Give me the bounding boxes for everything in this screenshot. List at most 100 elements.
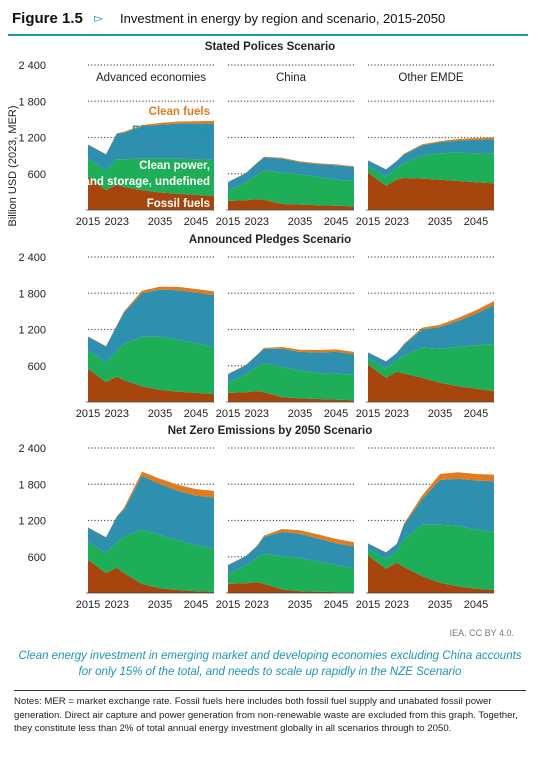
x-tick-label: 2015 <box>216 408 240 420</box>
x-tick-label: 2045 <box>184 408 208 420</box>
area-clean-fuels <box>368 472 494 553</box>
x-tick-label: 2035 <box>288 216 312 228</box>
y-tick-label: 1 800 <box>18 96 46 108</box>
x-tick-label: 2035 <box>428 599 452 611</box>
x-tick-label: 2023 <box>245 408 269 420</box>
area-fossil-fuels <box>228 391 354 402</box>
x-tick-label: 2035 <box>148 599 172 611</box>
chart: Billion USD (2023, MER) Stated Polices Sc… <box>7 41 514 638</box>
x-tick-label: 2023 <box>385 216 409 228</box>
area-fossil-fuels <box>228 582 354 593</box>
x-tick-label: 2015 <box>76 599 100 611</box>
area-efficiency <box>228 157 354 191</box>
figure-caption: Clean energy investment in emerging mark… <box>18 650 522 678</box>
figure-header: Figure 1.5 ▻ Investment in energy by reg… <box>8 10 528 36</box>
x-tick-label: 2035 <box>288 408 312 420</box>
area-clean-fuels <box>228 529 354 566</box>
area-fossil-fuels <box>368 172 494 210</box>
area-clean-fuels <box>88 471 214 538</box>
area-efficiency <box>368 139 494 177</box>
y-tick-label: 2 400 <box>18 60 46 72</box>
y-tick-label: 2 400 <box>18 443 46 455</box>
region-label: Advanced economies <box>96 72 206 84</box>
area-efficiency <box>88 475 214 554</box>
figure-title: Investment in energy by region and scena… <box>120 11 446 26</box>
legend-efficiency-line1: Efficiency and <box>132 125 210 137</box>
region-label: Other EMDE <box>398 72 464 84</box>
area-fossil-fuels <box>368 555 494 593</box>
area-clean-power <box>228 170 354 207</box>
x-tick-label: 2045 <box>464 408 488 420</box>
area-efficiency <box>368 305 494 369</box>
x-tick-label: 2045 <box>464 216 488 228</box>
y-axis-label: Billion USD (2023, MER) <box>7 105 19 226</box>
y-tick-label: 1 800 <box>18 288 46 300</box>
x-tick-label: 2023 <box>105 216 129 228</box>
y-tick-label: 600 <box>28 361 46 373</box>
scenario-title: Net Zero Emissions by 2050 Scenario <box>168 425 373 437</box>
figure-notes: Notes: MER = market exchange rate. Fossi… <box>14 690 526 736</box>
x-tick-label: 2015 <box>216 599 240 611</box>
area-fossil-fuels <box>88 176 214 210</box>
x-tick-label: 2035 <box>428 216 452 228</box>
x-tick-label: 2045 <box>324 599 348 611</box>
area-clean-fuels <box>368 137 494 170</box>
x-tick-label: 2023 <box>105 408 129 420</box>
area-clean-power <box>228 363 354 401</box>
x-tick-label: 2045 <box>184 216 208 228</box>
y-tick-label: 1 200 <box>18 516 46 528</box>
area-clean-power <box>368 152 494 186</box>
area-clean-power <box>368 344 494 392</box>
area-clean-power <box>88 158 214 197</box>
area-fossil-fuels <box>228 199 354 210</box>
x-tick-label: 2035 <box>288 599 312 611</box>
x-tick-label: 2023 <box>105 599 129 611</box>
x-tick-label: 2015 <box>76 216 100 228</box>
y-tick-label: 1 200 <box>18 133 46 145</box>
legend-clean-power-line2: grids and storage, undefined <box>52 176 210 188</box>
y-tick-label: 600 <box>28 169 46 181</box>
x-tick-label: 2015 <box>216 216 240 228</box>
scenario-title: Stated Polices Scenario <box>205 41 335 53</box>
x-tick-label: 2023 <box>385 408 409 420</box>
figure-arrow-icon: ▻ <box>94 11 104 25</box>
source-credit: IEA. CC BY 4.0. <box>450 628 514 638</box>
area-clean-fuels <box>368 301 494 362</box>
area-clean-fuels <box>88 286 214 347</box>
y-tick-label: 1 800 <box>18 479 46 491</box>
x-tick-label: 2045 <box>464 599 488 611</box>
x-tick-label: 2015 <box>356 408 380 420</box>
region-label: China <box>276 72 307 84</box>
area-efficiency <box>228 532 354 574</box>
x-tick-label: 2045 <box>184 599 208 611</box>
area-fossil-fuels <box>88 368 214 402</box>
scenario-title: Announced Pledges Scenario <box>189 234 351 246</box>
area-clean-power <box>88 336 214 395</box>
x-tick-label: 2015 <box>356 216 380 228</box>
area-efficiency <box>88 289 214 363</box>
x-tick-label: 2015 <box>76 408 100 420</box>
x-tick-label: 2023 <box>245 216 269 228</box>
area-clean-power <box>228 553 354 593</box>
area-clean-power <box>88 529 214 592</box>
area-efficiency <box>228 348 354 383</box>
area-efficiency <box>368 478 494 560</box>
legend-efficiency-line2: end-use <box>166 141 210 153</box>
y-tick-label: 1 200 <box>18 325 46 337</box>
x-tick-label: 2023 <box>385 599 409 611</box>
x-tick-label: 2045 <box>324 216 348 228</box>
area-fossil-fuels <box>368 364 494 402</box>
legend-clean-fuels: Clean fuels <box>149 106 210 118</box>
area-clean-power <box>368 524 494 590</box>
x-tick-label: 2035 <box>148 408 172 420</box>
legend-clean-power-line1: Clean power, <box>139 160 210 172</box>
legend-fossil-fuels: Fossil fuels <box>147 198 210 210</box>
x-tick-label: 2035 <box>428 408 452 420</box>
area-fossil-fuels <box>88 559 214 593</box>
x-tick-label: 2035 <box>148 216 172 228</box>
y-tick-label: 2 400 <box>18 252 46 264</box>
area-efficiency <box>88 123 214 171</box>
x-tick-label: 2045 <box>324 408 348 420</box>
figure-number: Figure 1.5 <box>12 10 83 27</box>
x-tick-label: 2023 <box>245 599 269 611</box>
